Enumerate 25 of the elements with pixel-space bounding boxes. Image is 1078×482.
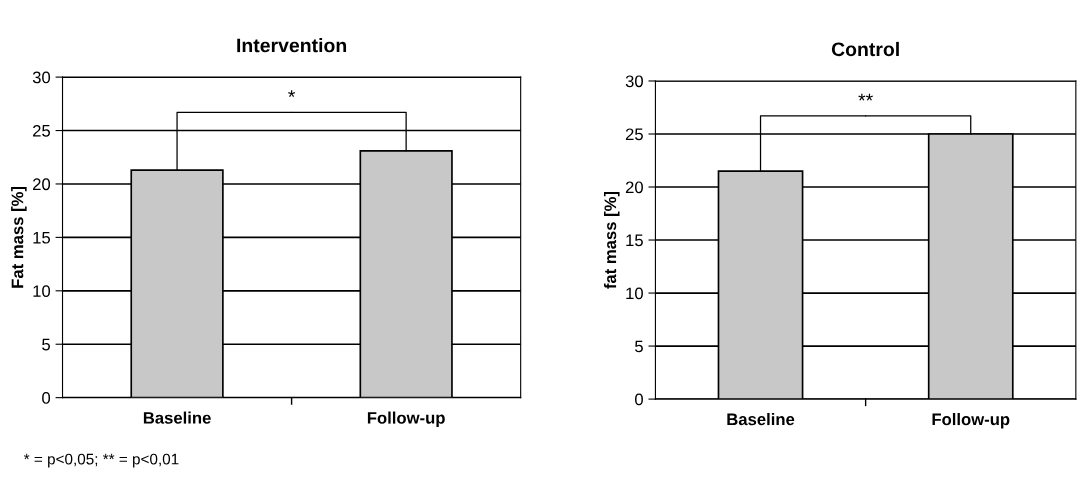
annotation: * [288, 90, 296, 97]
text: * = p<0,05; ** = p<0,01 [23, 453, 179, 468]
y-tick-label: 20 [625, 181, 643, 194]
y-tick-label: 10 [33, 285, 51, 298]
annotation: ** [858, 93, 873, 101]
y-tick-label: 0 [42, 392, 51, 404]
y-tick-label: 20 [33, 178, 51, 191]
chart-title: Intervention [237, 38, 347, 53]
x-tick-label: Follow-up [932, 412, 1010, 429]
x-tick-label: Follow-up [367, 411, 445, 428]
x-tick-label: Baseline [143, 411, 211, 424]
y-tick-label: 30 [625, 75, 643, 88]
x-tick-label: Baseline [727, 412, 795, 426]
y-tick-label: 5 [635, 340, 643, 353]
y-tick-label: 0 [635, 393, 643, 406]
chart-title: Control [831, 41, 899, 57]
y-tick-label: 25 [33, 124, 51, 137]
y-tick-label: 15 [33, 231, 51, 244]
y-tick-label: 10 [626, 287, 643, 300]
y-tick-label: 15 [626, 234, 643, 247]
y-tick-label: 30 [32, 71, 51, 84]
y-tick-label: 25 [625, 128, 643, 141]
y-tick-label: 5 [42, 338, 51, 351]
y-axis-title: fat mass [%] [603, 191, 620, 289]
y-axis-title: Fat mass [%] [11, 186, 27, 288]
